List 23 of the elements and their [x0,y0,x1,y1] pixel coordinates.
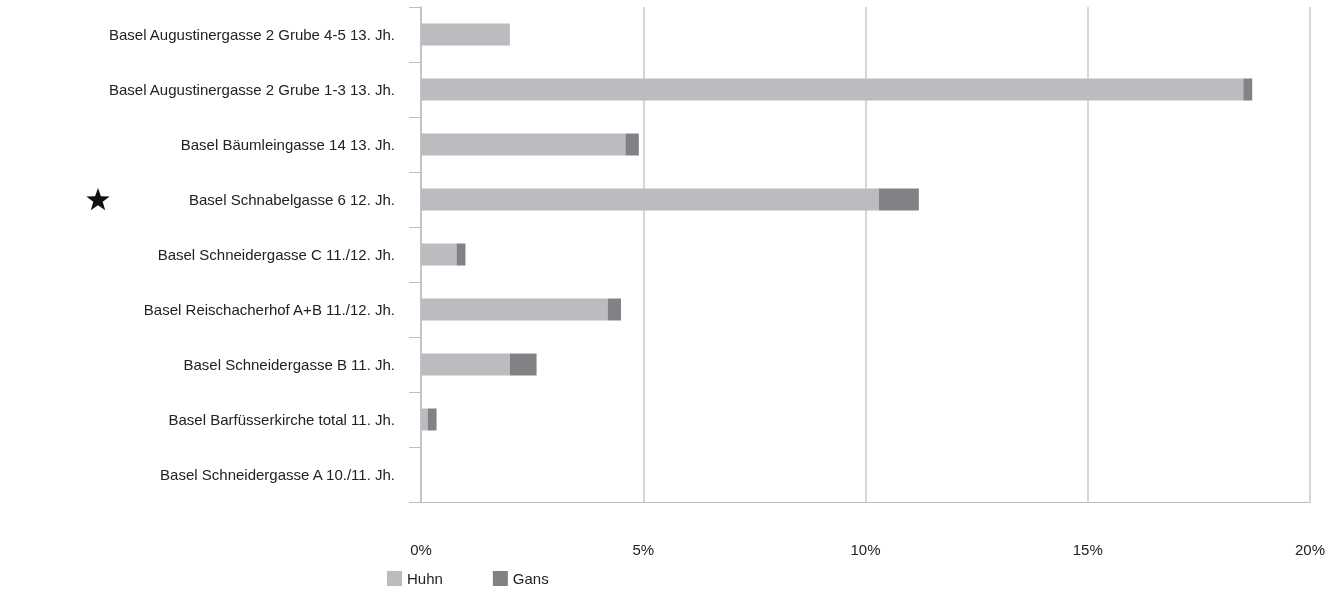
y-tick-label: Basel Schnabelgasse 6 12. Jh. [189,191,395,208]
x-tick-label: 0% [410,541,432,558]
y-tick-label: Basel Reischacherhof A+B 11./12. Jh. [143,301,395,318]
bar [456,243,466,266]
legend-label: Huhn [407,570,443,587]
y-tick-label: Basel Bäumleingasse 14 13. Jh. [180,136,395,153]
x-tick-label: 20% [1294,541,1326,558]
bar [625,133,639,156]
y-tick-label: Basel Schneidergasse B 11. Jh. [183,356,395,373]
legend-label: Gans [512,570,549,587]
y-tick-label: Basel Augustinergasse 2 Grube 4-5 13. Jh. [108,26,395,43]
bar [427,408,437,431]
bar [1243,78,1253,101]
y-tick-label: Basel Schneidergasse C 11./12. Jh. [157,246,395,263]
y-tick-label: Basel Schneidergasse A 10./11. Jh. [160,466,395,483]
y-tick-label: Basel Barfüsserkirche total 11. Jh. [168,411,395,428]
x-tick-label: 10% [850,541,881,558]
bar [878,188,919,211]
x-tick-label: 5% [632,541,655,558]
bar [607,298,622,321]
y-tick-label: Basel Augustinergasse 2 Grube 1-3 13. Jh. [108,81,395,98]
bar [509,353,537,376]
x-tick-label: 15% [1072,541,1103,558]
